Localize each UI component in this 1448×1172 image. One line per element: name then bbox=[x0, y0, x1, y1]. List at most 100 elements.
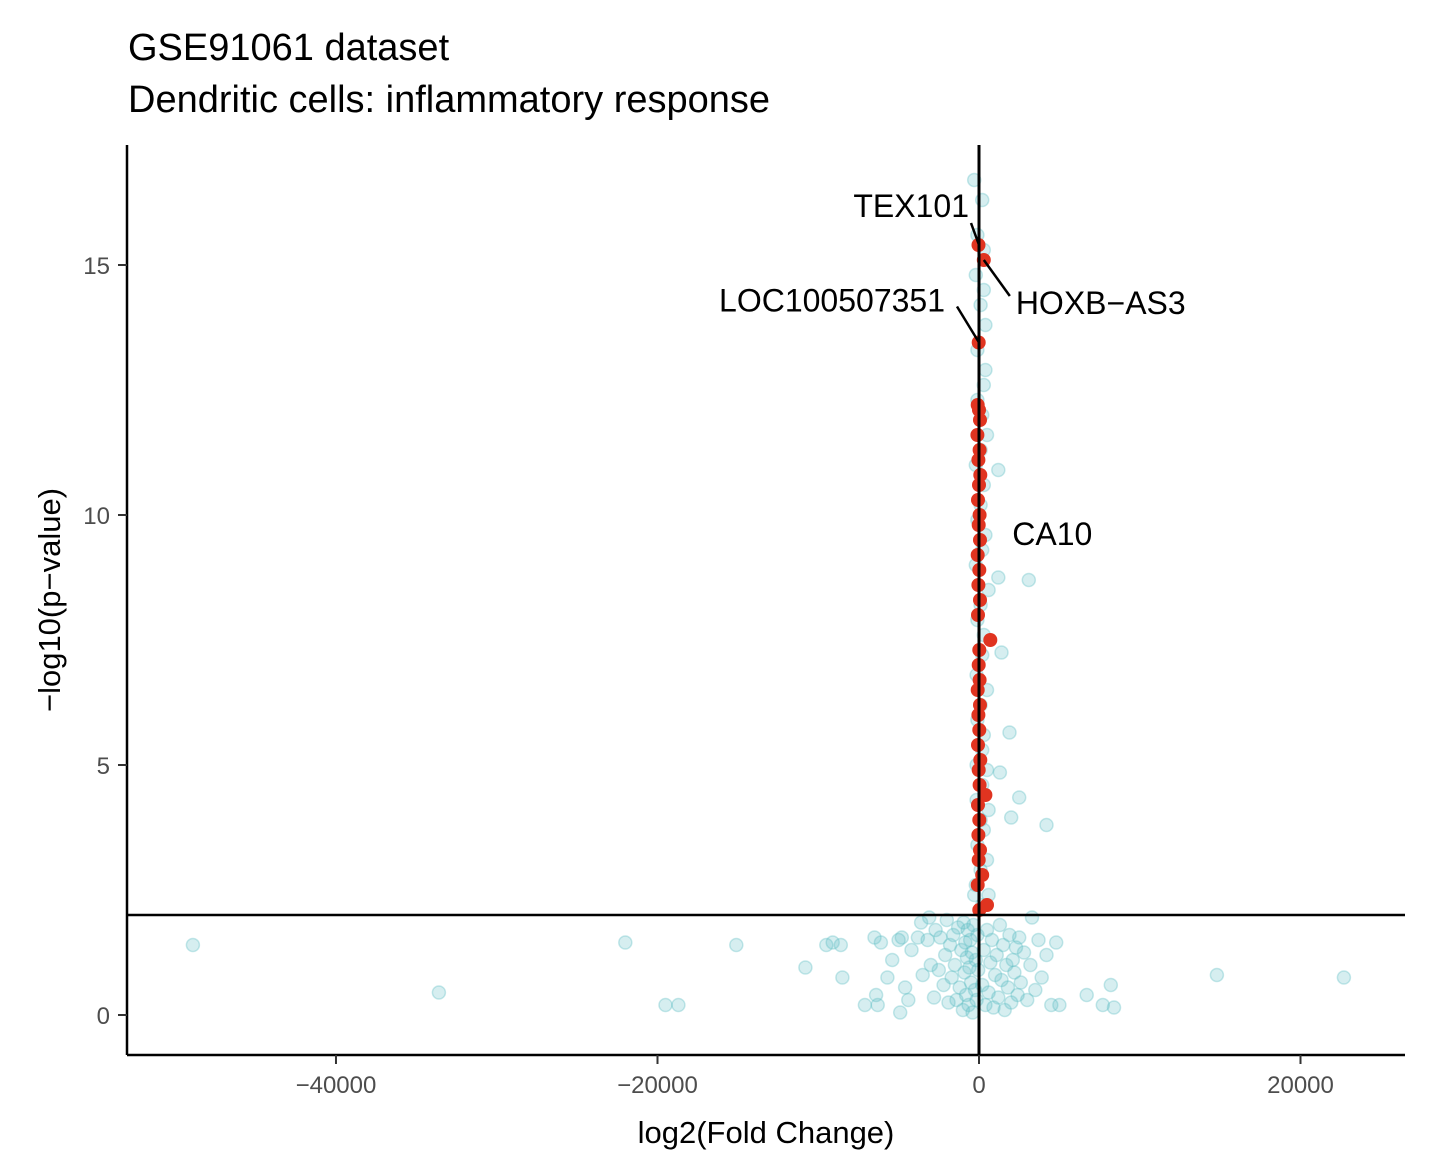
nonsignificant-point bbox=[870, 997, 885, 1013]
nonsignificant-point bbox=[1005, 952, 1021, 968]
nonsignificant-point bbox=[950, 920, 966, 935]
nonsignificant-point bbox=[873, 935, 889, 950]
nonsignificant-point bbox=[910, 930, 926, 945]
gene-label: LOC100507351 bbox=[719, 283, 945, 319]
nonsignificant-point bbox=[944, 970, 959, 985]
nonsignificant-point bbox=[880, 970, 895, 985]
nonsignificant-point bbox=[978, 317, 993, 333]
nonsignificant-point bbox=[961, 997, 976, 1013]
nonsignificant-point bbox=[1031, 932, 1046, 948]
significant-point bbox=[983, 633, 998, 647]
nonsignificant-point bbox=[970, 927, 985, 943]
nonsignificant-point bbox=[933, 930, 948, 945]
nonsignificant-point bbox=[941, 995, 956, 1010]
y-axis-ticks: 0 5 10 15 bbox=[83, 253, 127, 1030]
nonsignificant-point bbox=[1079, 987, 1094, 1003]
nonsignificant-point bbox=[949, 992, 964, 1008]
nonsignificant-point bbox=[923, 957, 939, 973]
nonsignificant-point bbox=[901, 992, 916, 1008]
nonsignificant-point bbox=[894, 930, 910, 945]
nonsignificant-point bbox=[955, 1002, 971, 1018]
nonsignificant-point bbox=[995, 937, 1011, 953]
nonsignificant-point bbox=[1002, 927, 1017, 943]
nonsignificant-point bbox=[960, 922, 975, 938]
gene-labels: TEX101 HOXB−AS3 LOC100507351 CA10 bbox=[719, 188, 1186, 552]
nonsignificant-point bbox=[965, 1005, 980, 1020]
nonsignificant-point bbox=[431, 985, 447, 1000]
nonsignificant-point bbox=[1024, 910, 1040, 925]
nonsignificant-point bbox=[1044, 997, 1059, 1013]
chart-subtitle: Dendritic cells: inflammatory response bbox=[128, 79, 770, 121]
nonsignificant-point bbox=[1048, 935, 1064, 950]
nonsignificant-point bbox=[857, 997, 873, 1013]
nonsignificant-point bbox=[1209, 967, 1225, 983]
nonsignificant-point bbox=[1039, 817, 1054, 833]
nonsignificant-point bbox=[976, 942, 992, 958]
label-connector bbox=[969, 222, 981, 246]
nonsignificant-point bbox=[618, 935, 633, 950]
nonsignificant-point bbox=[1103, 977, 1119, 993]
nonsignificant-point bbox=[921, 910, 937, 925]
x-axis-ticks: −40000 −20000 0 20000 bbox=[296, 1055, 1334, 1099]
nonsignificant-point bbox=[1336, 970, 1352, 985]
nonsignificant-point bbox=[1052, 997, 1067, 1013]
nonsignificant-point bbox=[671, 997, 686, 1013]
nonsignificant-point bbox=[1007, 965, 1022, 980]
nonsignificant-point bbox=[992, 765, 1008, 780]
nonsignificant-point bbox=[976, 377, 992, 393]
nonsignificant-point bbox=[658, 997, 673, 1013]
label-connectors bbox=[955, 222, 1011, 344]
x-tick-label: 20000 bbox=[1267, 1072, 1334, 1099]
nonsignificant-point bbox=[868, 987, 884, 1003]
nonsignificant-point bbox=[1011, 930, 1027, 945]
nonsignificant-point bbox=[942, 937, 958, 953]
x-tick-label: −20000 bbox=[617, 1072, 698, 1099]
nonsignificant-point bbox=[931, 962, 947, 978]
nonsignificant-point bbox=[904, 942, 919, 958]
y-tick-label: 5 bbox=[97, 753, 110, 780]
nonsignificant-point bbox=[986, 1000, 1001, 1015]
nonsignificant-point bbox=[958, 935, 973, 950]
nonsignificant-point bbox=[185, 937, 201, 953]
x-tick-label: 0 bbox=[972, 1072, 985, 1099]
nonsignificant-point bbox=[962, 960, 977, 975]
nonsignificant-point bbox=[1021, 572, 1037, 588]
nonsignificant-point bbox=[978, 362, 993, 378]
nonsignificant-point bbox=[920, 932, 935, 948]
nonsignificant-point bbox=[884, 952, 900, 968]
nonsignificant-point bbox=[915, 967, 930, 983]
nonsignificant-point bbox=[1003, 810, 1019, 825]
nonsignificant-point bbox=[1011, 790, 1027, 805]
nonsignificant-point bbox=[1106, 1000, 1122, 1015]
nonsignificant-point bbox=[973, 297, 988, 313]
nonsignificant-point bbox=[1013, 975, 1029, 990]
nonsignificant-point bbox=[833, 937, 849, 953]
nonsignificant-point bbox=[1019, 992, 1035, 1008]
nonsignificant-point bbox=[729, 937, 744, 953]
nonsignificant-point bbox=[957, 965, 972, 980]
nonsignificant-points bbox=[185, 172, 1352, 1020]
nonsignificant-point bbox=[984, 932, 1000, 948]
nonsignificant-point bbox=[825, 935, 840, 950]
nonsignificant-point bbox=[997, 1002, 1012, 1018]
label-connector bbox=[982, 259, 1011, 297]
nonsignificant-point bbox=[958, 987, 974, 1003]
nonsignificant-point bbox=[897, 980, 913, 995]
y-tick-label: 10 bbox=[83, 503, 110, 530]
y-tick-label: 0 bbox=[97, 1003, 110, 1030]
significant-point bbox=[970, 428, 985, 442]
nonsignificant-point bbox=[819, 937, 834, 953]
nonsignificant-point bbox=[892, 1005, 908, 1020]
nonsignificant-point bbox=[991, 990, 1006, 1005]
nonsignificant-point bbox=[939, 912, 955, 928]
nonsignificant-point bbox=[1095, 997, 1111, 1013]
nonsignificant-point bbox=[946, 927, 961, 943]
nonsignificant-point bbox=[999, 957, 1014, 973]
gene-label: TEX101 bbox=[853, 188, 969, 224]
nonsignificant-point bbox=[952, 980, 967, 995]
nonsignificant-point bbox=[976, 282, 992, 298]
nonsignificant-point bbox=[954, 942, 969, 958]
nonsignificant-point bbox=[994, 972, 1009, 988]
nonsignificant-point bbox=[1034, 970, 1049, 985]
nonsignificant-point bbox=[1000, 980, 1016, 995]
